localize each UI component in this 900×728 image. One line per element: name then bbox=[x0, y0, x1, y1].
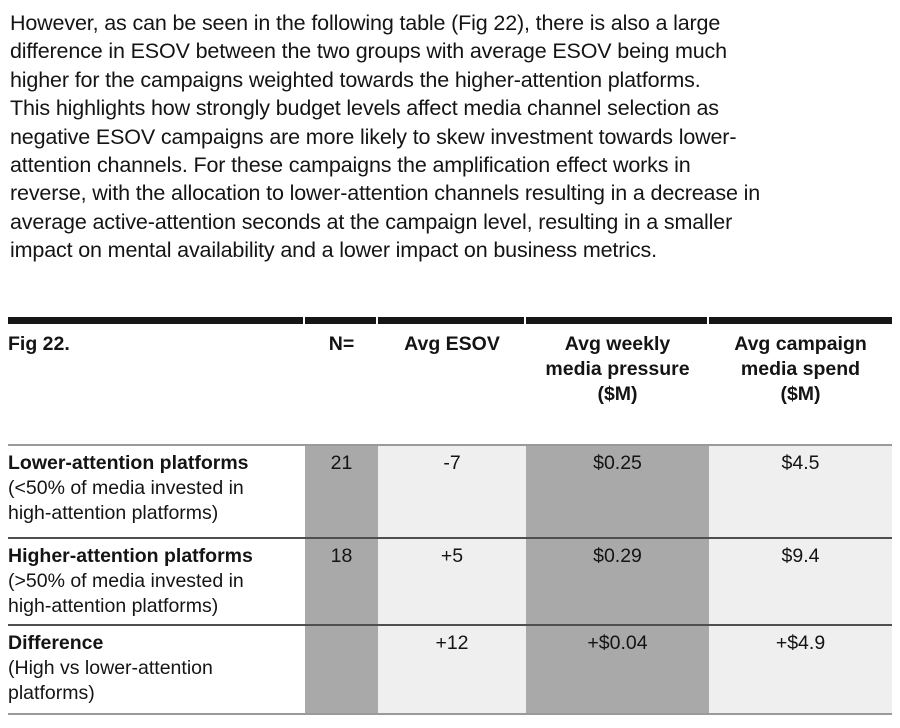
paragraph-line: higher for the campaigns weighted toward… bbox=[10, 67, 701, 92]
top-rule-segment bbox=[305, 317, 376, 324]
table-row-difference: Difference (High vs lower-attention plat… bbox=[8, 624, 892, 713]
row-sublabel: (High vs lower-attention platforms) bbox=[8, 657, 213, 704]
table-body: Lower-attention platforms (<50% of media… bbox=[8, 444, 892, 715]
paragraph-line: impact on mental availability and a lowe… bbox=[10, 238, 657, 263]
table-row-lower-attention: Lower-attention platforms (<50% of media… bbox=[8, 446, 892, 537]
column-header-n: N= bbox=[328, 333, 355, 355]
cell-n bbox=[305, 626, 378, 713]
paragraph-line: negative ESOV campaigns are more likely … bbox=[10, 124, 737, 149]
row-label: Higher-attention platforms bbox=[8, 545, 253, 567]
paragraph-line: However, as can be seen in the following… bbox=[10, 11, 721, 35]
paragraph-line: This highlights how strongly budget leve… bbox=[10, 96, 719, 121]
cell-avg-esov: -7 bbox=[378, 446, 526, 537]
paragraph-line: reverse, with the allocation to lower-at… bbox=[10, 181, 761, 206]
body-paragraph: However, as can be seen in the following… bbox=[10, 9, 760, 265]
row-label-cell: Higher-attention platforms (>50% of medi… bbox=[8, 539, 305, 624]
row-label-cell: Lower-attention platforms (<50% of media… bbox=[8, 446, 305, 537]
row-label: Difference bbox=[8, 632, 104, 654]
cell-n: 18 bbox=[305, 539, 378, 624]
cell-avg-esov: +5 bbox=[378, 539, 526, 624]
top-rule-segment bbox=[709, 317, 892, 324]
row-sublabel: (>50% of media invested in high-attentio… bbox=[8, 570, 244, 617]
top-rule-segment bbox=[378, 317, 524, 324]
figure-22-table: Fig 22. N= Avg ESOV Avg weekly media pre… bbox=[8, 317, 892, 715]
column-header-avg-campaign-media-spend: Avg campaign media spend ($M) bbox=[734, 333, 867, 405]
cell-avg-campaign-media-spend: $4.5 bbox=[709, 446, 892, 537]
row-label: Lower-attention platforms bbox=[8, 452, 249, 474]
cell-avg-weekly-media-pressure: $0.29 bbox=[526, 539, 709, 624]
table-top-rule bbox=[8, 317, 892, 324]
paragraph-line: difference in ESOV between the two group… bbox=[10, 39, 727, 64]
table-row-higher-attention: Higher-attention platforms (>50% of medi… bbox=[8, 537, 892, 624]
cell-avg-weekly-media-pressure: $0.25 bbox=[526, 446, 709, 537]
table-title: Fig 22. bbox=[8, 333, 70, 355]
top-rule-segment bbox=[526, 317, 707, 324]
column-header-avg-esov: Avg ESOV bbox=[404, 333, 500, 355]
paragraph-line: average active-attention seconds at the … bbox=[10, 209, 733, 234]
row-sublabel: (<50% of media invested in high-attentio… bbox=[8, 477, 244, 524]
cell-avg-campaign-media-spend: +$4.9 bbox=[709, 626, 892, 713]
cell-avg-weekly-media-pressure: +$0.04 bbox=[526, 626, 709, 713]
cell-avg-esov: +12 bbox=[378, 626, 526, 713]
column-header-avg-weekly-media-pressure: Avg weekly media pressure ($M) bbox=[545, 333, 690, 405]
paragraph-line: attention channels. For these campaigns … bbox=[10, 153, 691, 178]
top-rule-segment bbox=[8, 317, 303, 324]
cell-avg-campaign-media-spend: $9.4 bbox=[709, 539, 892, 624]
row-label-cell: Difference (High vs lower-attention plat… bbox=[8, 626, 305, 713]
table-header-row: Fig 22. N= Avg ESOV Avg weekly media pre… bbox=[8, 324, 892, 444]
cell-n: 21 bbox=[305, 446, 378, 537]
